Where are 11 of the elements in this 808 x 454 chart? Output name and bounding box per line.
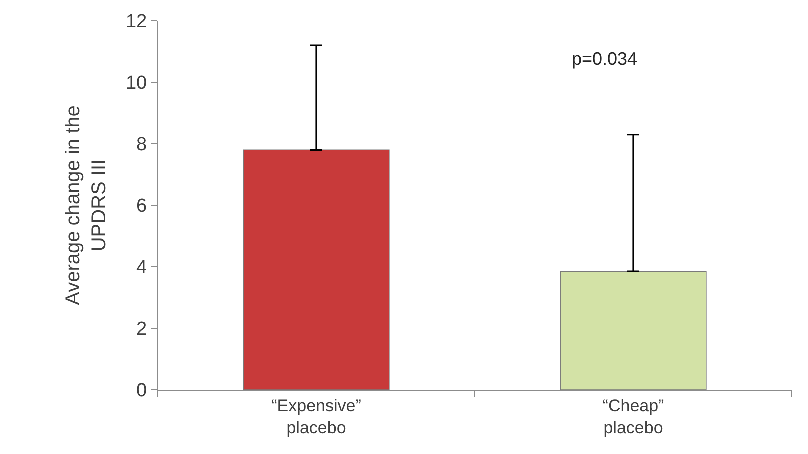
y-tick-label: 12	[126, 12, 148, 33]
y-tick-label: 2	[136, 319, 148, 340]
y-tick-label: 0	[136, 380, 148, 402]
x-tick-label: “Expensive” placebo	[272, 396, 362, 438]
y-axis-title: Average change in the UPDRS III	[62, 106, 110, 306]
y-tick-label: 8	[136, 134, 148, 156]
y-tick-label: 10	[126, 73, 148, 94]
annotation: p=0.034	[572, 49, 638, 69]
y-tick-label: 4	[136, 258, 148, 279]
x-tick-label: “Cheap” placebo	[602, 396, 665, 438]
y-tick-label: 6	[136, 196, 148, 218]
